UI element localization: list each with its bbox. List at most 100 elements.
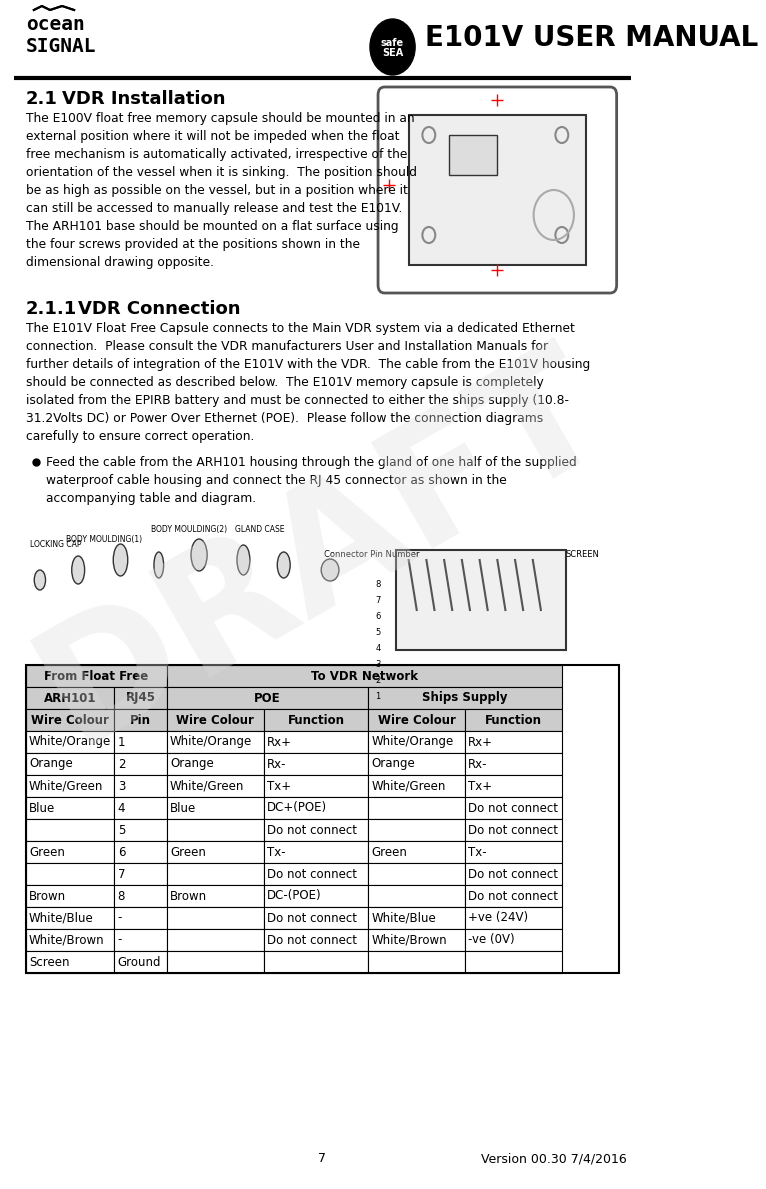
Text: 4: 4 <box>118 801 125 814</box>
Bar <box>26 709 114 731</box>
Bar <box>368 885 465 907</box>
Text: the four screws provided at the positions shown in the: the four screws provided at the position… <box>26 238 360 251</box>
Text: Screen: Screen <box>29 956 70 969</box>
Text: Wire Colour: Wire Colour <box>31 713 109 726</box>
Text: be as high as possible on the vessel, but in a position where it: be as high as possible on the vessel, bu… <box>26 184 408 197</box>
Text: Do not connect: Do not connect <box>468 889 558 902</box>
Text: White/Orange: White/Orange <box>170 736 252 749</box>
Text: LOCKING CAP: LOCKING CAP <box>30 540 81 549</box>
Text: should be connected as described below.  The E101V memory capsule is completely: should be connected as described below. … <box>26 376 544 389</box>
Bar <box>264 819 368 841</box>
Text: SCREEN: SCREEN <box>566 551 600 559</box>
Text: Rx-: Rx- <box>267 757 286 770</box>
Bar <box>465 753 561 775</box>
Text: waterproof cable housing and connect the RJ 45 connector as shown in the: waterproof cable housing and connect the… <box>46 474 506 487</box>
Text: can still be accessed to manually release and test the E101V.: can still be accessed to manually releas… <box>26 202 402 215</box>
Text: Pin: Pin <box>130 713 151 726</box>
Bar <box>264 775 368 797</box>
Bar <box>368 819 465 841</box>
Bar <box>26 885 114 907</box>
Ellipse shape <box>237 545 250 575</box>
Bar <box>167 775 264 797</box>
Text: Ships Supply: Ships Supply <box>422 692 508 705</box>
Bar <box>26 841 114 863</box>
Bar <box>264 863 368 885</box>
Text: BODY MOULDING(2): BODY MOULDING(2) <box>151 526 227 534</box>
Bar <box>264 797 368 819</box>
Ellipse shape <box>154 552 164 578</box>
Bar <box>465 885 561 907</box>
Bar <box>114 687 167 709</box>
Bar <box>465 819 561 841</box>
Text: White/Brown: White/Brown <box>372 933 447 946</box>
Bar <box>264 709 368 731</box>
Text: ocean
SIGNAL: ocean SIGNAL <box>26 15 97 56</box>
Text: 6: 6 <box>118 845 125 858</box>
Bar <box>167 665 561 687</box>
Bar <box>114 863 167 885</box>
Bar <box>465 775 561 797</box>
Bar <box>465 731 561 753</box>
Text: safe: safe <box>381 38 404 48</box>
Bar <box>368 709 465 731</box>
Bar <box>167 731 264 753</box>
Text: Blue: Blue <box>29 801 55 814</box>
Text: The E100V float free memory capsule should be mounted in an: The E100V float free memory capsule shou… <box>26 112 414 125</box>
Text: The E101V Float Free Capsule connects to the Main VDR system via a dedicated Eth: The E101V Float Free Capsule connects to… <box>26 322 574 335</box>
Text: 5: 5 <box>118 824 125 837</box>
Text: Brown: Brown <box>29 889 66 902</box>
Text: VDR Connection: VDR Connection <box>78 300 241 317</box>
Bar <box>368 687 561 709</box>
Bar <box>26 731 114 753</box>
Text: Tx+: Tx+ <box>468 780 493 793</box>
Text: SEA: SEA <box>382 48 403 58</box>
Ellipse shape <box>72 556 84 584</box>
Text: dimensional drawing opposite.: dimensional drawing opposite. <box>26 256 214 269</box>
Text: The ARH101 base should be mounted on a flat surface using: The ARH101 base should be mounted on a f… <box>26 220 398 233</box>
Text: Do not connect: Do not connect <box>468 801 558 814</box>
Bar <box>465 863 561 885</box>
Text: White/Green: White/Green <box>170 780 244 793</box>
Text: Function: Function <box>485 713 542 726</box>
Bar <box>368 907 465 929</box>
Bar <box>368 775 465 797</box>
Ellipse shape <box>113 545 128 575</box>
Text: DRAFT: DRAFT <box>12 323 633 776</box>
Bar <box>26 863 114 885</box>
Text: 8
7
6
5
4
3
2
1: 8 7 6 5 4 3 2 1 <box>375 580 381 702</box>
Text: 8: 8 <box>118 889 125 902</box>
Text: isolated from the EPIRB battery and must be connected to either the ships supply: isolated from the EPIRB battery and must… <box>26 394 569 407</box>
Text: E101V USER MANUAL: E101V USER MANUAL <box>425 24 758 52</box>
Text: Rx+: Rx+ <box>267 736 292 749</box>
Ellipse shape <box>277 552 290 578</box>
Text: orientation of the vessel when it is sinking.  The position should: orientation of the vessel when it is sin… <box>26 166 417 180</box>
Bar <box>264 885 368 907</box>
Bar <box>26 687 114 709</box>
Bar <box>167 929 264 951</box>
Text: Wire Colour: Wire Colour <box>176 713 254 726</box>
Bar <box>409 115 586 265</box>
Bar <box>26 951 114 973</box>
Bar <box>114 709 167 731</box>
Text: 2.1.1: 2.1.1 <box>26 300 77 317</box>
Text: White/Orange: White/Orange <box>29 736 111 749</box>
Bar <box>26 819 114 841</box>
Text: From Float Free: From Float Free <box>44 669 149 682</box>
FancyBboxPatch shape <box>396 549 566 650</box>
Text: Brown: Brown <box>170 889 207 902</box>
Text: Version 00.30 7/4/2016: Version 00.30 7/4/2016 <box>480 1152 627 1165</box>
Bar <box>167 907 264 929</box>
Bar <box>264 951 368 973</box>
Bar <box>368 863 465 885</box>
Bar <box>26 753 114 775</box>
Bar <box>167 819 264 841</box>
Bar <box>26 665 167 687</box>
Bar <box>368 753 465 775</box>
Bar <box>26 775 114 797</box>
Text: Do not connect: Do not connect <box>267 868 357 881</box>
Bar <box>368 797 465 819</box>
Text: ARH101: ARH101 <box>44 692 97 705</box>
Text: Wire Colour: Wire Colour <box>378 713 456 726</box>
Text: accompanying table and diagram.: accompanying table and diagram. <box>46 492 256 505</box>
Text: further details of integration of the E101V with the VDR.  The cable from the E1: further details of integration of the E1… <box>26 358 590 371</box>
